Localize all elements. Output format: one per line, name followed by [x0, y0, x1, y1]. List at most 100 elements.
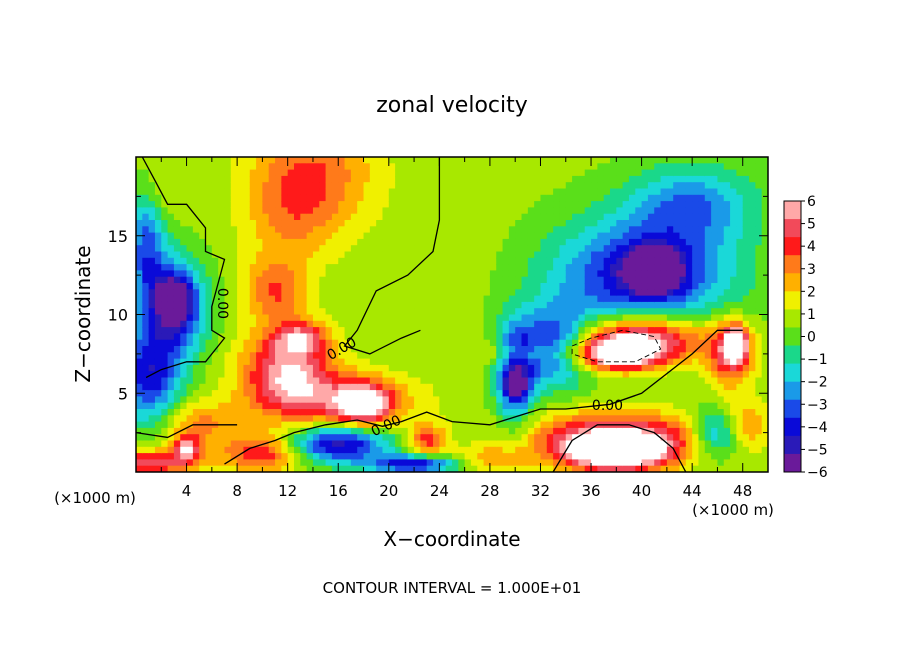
- heatmap-cell: [452, 358, 459, 366]
- heatmap-cell: [180, 264, 188, 271]
- heatmap-cell: [666, 427, 674, 435]
- heatmap-cell: [622, 415, 630, 423]
- heatmap-cell: [344, 459, 352, 467]
- heatmap-cell: [306, 213, 314, 221]
- heatmap-cell: [205, 459, 213, 467]
- heatmap-cell: [426, 409, 434, 416]
- heatmap-cell: [281, 415, 289, 423]
- heatmap-cell: [363, 188, 371, 196]
- heatmap-cell: [312, 163, 320, 171]
- heatmap-cell: [237, 459, 245, 467]
- heatmap-cell: [312, 245, 320, 253]
- heatmap-cell: [565, 182, 573, 190]
- heatmap-cell: [730, 264, 737, 271]
- heatmap-cell: [281, 301, 289, 309]
- heatmap-cell: [717, 188, 725, 196]
- heatmap-cell: [565, 264, 573, 271]
- heatmap-cell: [603, 182, 611, 190]
- heatmap-cell: [591, 440, 598, 448]
- heatmap-cell: [628, 201, 636, 208]
- heatmap-cell: [376, 465, 384, 472]
- heatmap-cell: [470, 301, 478, 309]
- heatmap-cell: [666, 352, 674, 360]
- heatmap-cell: [275, 264, 282, 271]
- heatmap-cell: [224, 396, 232, 404]
- heatmap-cell: [736, 194, 744, 202]
- heatmap-cell: [692, 182, 700, 190]
- heatmap-cell: [426, 308, 434, 316]
- heatmap-cell: [666, 238, 674, 246]
- heatmap-cell: [477, 409, 485, 416]
- heatmap-cell: [742, 220, 750, 227]
- heatmap-cell: [439, 364, 447, 372]
- heatmap-cell: [584, 371, 592, 379]
- heatmap-cell: [357, 251, 365, 259]
- heatmap-cell: [218, 352, 226, 360]
- heatmap-cell: [470, 169, 478, 177]
- heatmap-cell: [502, 295, 510, 303]
- heatmap-cell: [730, 390, 737, 397]
- heatmap-cell: [180, 188, 188, 196]
- heatmap-cell: [534, 270, 542, 278]
- heatmap-cell: [742, 390, 750, 397]
- heatmap-cell: [660, 295, 668, 303]
- heatmap-cell: [730, 346, 737, 353]
- heatmap-cell: [388, 270, 396, 278]
- heatmap-cell: [312, 453, 320, 460]
- heatmap-cell: [496, 157, 504, 164]
- heatmap-cell: [534, 157, 542, 164]
- heatmap-cell: [470, 434, 478, 442]
- heatmap-cell: [527, 320, 535, 328]
- heatmap-cell: [515, 308, 523, 316]
- heatmap-cell: [363, 157, 371, 164]
- heatmap-cell: [154, 175, 162, 183]
- heatmap-cell: [211, 453, 219, 460]
- heatmap-cell: [666, 364, 674, 372]
- heatmap-cell: [388, 257, 396, 265]
- heatmap-cell: [458, 289, 466, 297]
- heatmap-cell: [363, 238, 371, 246]
- heatmap-cell: [161, 264, 169, 271]
- heatmap-cell: [603, 377, 611, 385]
- heatmap-cell: [262, 163, 270, 171]
- heatmap-cell: [173, 459, 181, 467]
- heatmap-cell: [685, 182, 693, 190]
- heatmap-cell: [654, 333, 662, 341]
- heatmap-cell: [698, 169, 706, 177]
- heatmap-cell: [218, 175, 226, 183]
- heatmap-cell: [401, 220, 409, 227]
- heatmap-cell: [205, 446, 213, 454]
- heatmap-cell: [666, 169, 674, 177]
- heatmap-cell: [319, 415, 327, 423]
- heatmap-cell: [414, 465, 421, 472]
- heatmap-cell: [559, 182, 567, 190]
- heatmap-cell: [603, 415, 611, 423]
- heatmap-cell: [350, 434, 358, 442]
- heatmap-cell: [161, 226, 169, 234]
- heatmap-cell: [294, 245, 301, 253]
- heatmap-cell: [268, 213, 276, 221]
- heatmap-cell: [647, 459, 655, 467]
- heatmap-cell: [167, 409, 175, 416]
- heatmap-cell: [414, 295, 421, 303]
- heatmap-cell: [401, 371, 409, 379]
- heatmap-cell: [420, 339, 428, 347]
- heatmap-cell: [502, 276, 510, 284]
- heatmap-cell: [515, 220, 523, 227]
- heatmap-cell: [711, 251, 719, 259]
- heatmap-cell: [628, 270, 636, 278]
- heatmap-cell: [628, 465, 636, 472]
- heatmap-cell: [698, 201, 706, 208]
- heatmap-cell: [148, 295, 156, 303]
- heatmap-cell: [224, 238, 232, 246]
- heatmap-cell: [622, 333, 630, 341]
- heatmap-cell: [300, 264, 308, 271]
- heatmap-cell: [268, 245, 276, 253]
- heatmap-cell: [382, 251, 390, 259]
- heatmap-cell: [224, 213, 232, 221]
- heatmap-cell: [376, 201, 384, 208]
- heatmap-cell: [294, 264, 301, 271]
- heatmap-cell: [420, 333, 428, 341]
- heatmap-cell: [407, 453, 415, 460]
- heatmap-cell: [433, 188, 440, 196]
